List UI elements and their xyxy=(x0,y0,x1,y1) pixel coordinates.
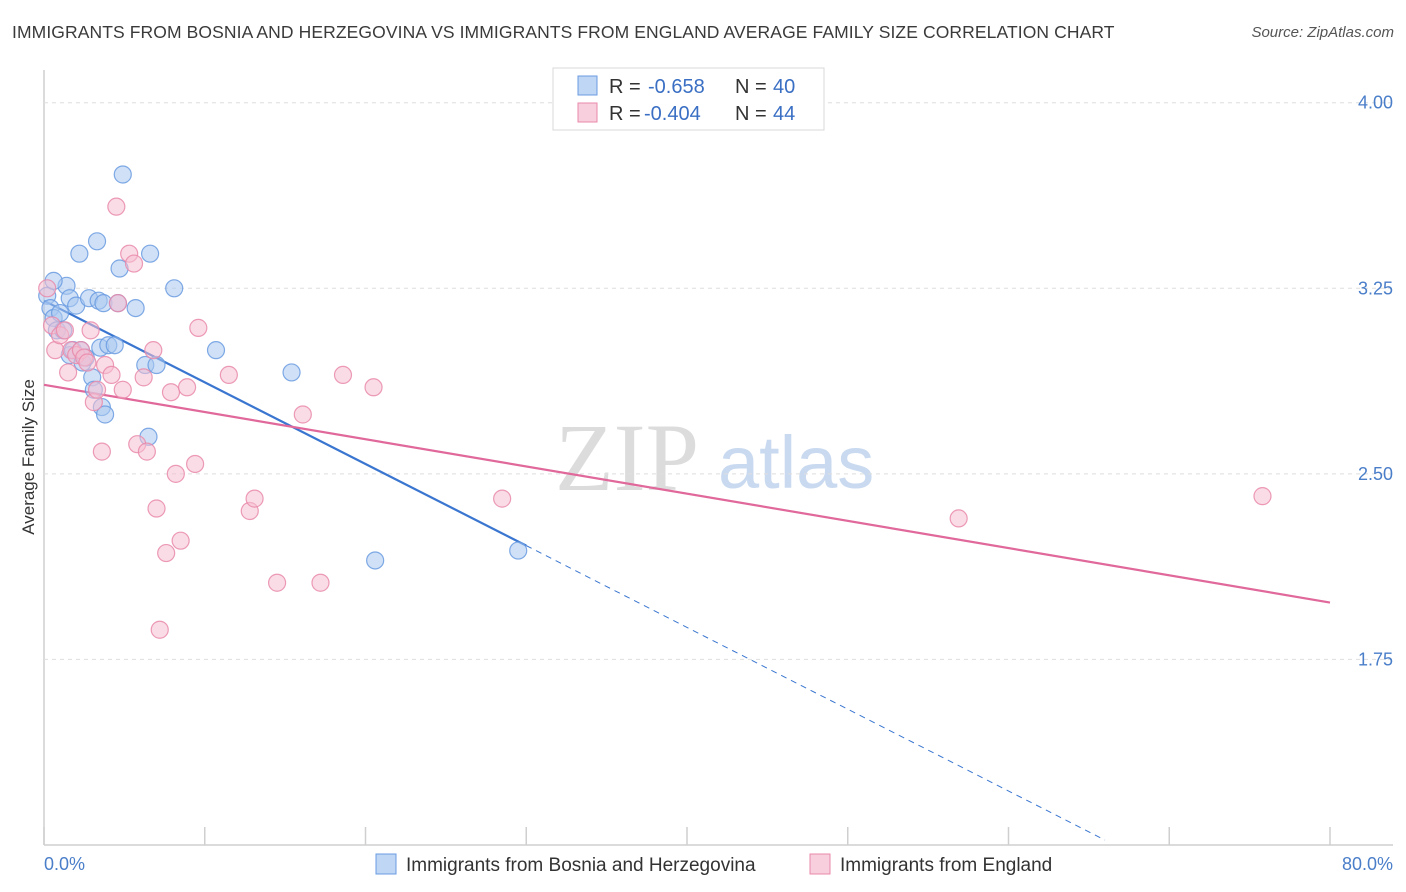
point-s0-34 xyxy=(165,279,184,298)
point-s1-16 xyxy=(102,365,121,385)
point-s1-13 xyxy=(87,380,107,399)
legend-n-label-england: N = xyxy=(735,103,767,125)
point-s1-17 xyxy=(108,294,128,313)
point-s0-35 xyxy=(206,341,226,360)
legend-box xyxy=(552,67,825,131)
point-s1-11 xyxy=(81,321,100,340)
point-s1-29 xyxy=(161,383,181,402)
trend-lines xyxy=(43,299,1331,841)
y-tick-label-3: 4.00 xyxy=(1358,93,1393,113)
point-s0-23 xyxy=(95,405,115,424)
point-s1-25 xyxy=(144,341,163,360)
point-s1-45 xyxy=(1253,487,1272,506)
point-s1-43 xyxy=(493,489,512,508)
point-s1-32 xyxy=(177,378,197,397)
data-points xyxy=(38,165,1272,639)
legend-r-label-bosnia: R = xyxy=(609,76,641,98)
bottom-legend-swatch-bosnia xyxy=(375,853,397,875)
x-tick-label-min: 0.0% xyxy=(44,854,85,874)
point-s1-30 xyxy=(166,464,185,483)
y-tick-label-1: 2.50 xyxy=(1358,464,1393,484)
x-ticks xyxy=(43,827,1331,845)
y-tick-label-0: 1.75 xyxy=(1358,649,1393,669)
point-s1-35 xyxy=(219,365,238,385)
y-axis-title: Average Family Size xyxy=(19,379,38,535)
point-s0-37 xyxy=(366,551,385,570)
bottom-legend-swatch-england xyxy=(809,853,831,875)
bottom-legend-label-bosnia: Immigrants from Bosnia and Herzegovina xyxy=(406,855,756,876)
point-s1-31 xyxy=(171,531,190,550)
point-s1-20 xyxy=(124,254,144,273)
legend-n-value-bosnia: 40 xyxy=(773,76,795,98)
point-s0-36 xyxy=(282,363,301,382)
point-s1-44 xyxy=(949,509,968,528)
point-s0-18 xyxy=(87,232,107,251)
point-s0-29 xyxy=(126,299,145,318)
point-s1-28 xyxy=(157,543,176,563)
bottom-legend: Immigrants from Bosnia and Herzegovina I… xyxy=(375,853,1052,876)
legend-n-value-england: 44 xyxy=(773,103,795,125)
point-s1-37 xyxy=(245,489,264,508)
point-s1-5 xyxy=(59,363,78,382)
point-s0-11 xyxy=(70,244,89,263)
legend-n-label-bosnia: N = xyxy=(735,76,767,98)
top-legend: R = -0.658 N = 40 R = -0.404 N = 44 xyxy=(552,67,825,131)
point-s1-34 xyxy=(189,318,208,337)
point-s1-18 xyxy=(113,380,132,399)
point-s1-0 xyxy=(38,279,57,298)
chart-title: IMMIGRANTS FROM BOSNIA AND HERZEGOVINA V… xyxy=(12,22,1115,42)
watermark-atlas: atlas xyxy=(718,421,874,504)
point-s1-23 xyxy=(134,368,153,387)
point-s1-39 xyxy=(293,405,312,424)
x-tick-label-max: 80.0% xyxy=(1342,854,1393,874)
point-s0-38 xyxy=(509,541,528,560)
point-s1-22 xyxy=(107,197,126,216)
trend-line-1 xyxy=(43,383,1331,604)
point-s1-24 xyxy=(137,442,156,461)
point-s0-33 xyxy=(147,355,166,375)
trend-line-extension-0 xyxy=(526,545,1106,841)
y-tick-labels: 1.75 2.50 3.25 4.00 xyxy=(1358,93,1393,670)
point-s0-25 xyxy=(105,336,124,355)
point-s1-26 xyxy=(147,499,166,518)
point-s0-28 xyxy=(113,165,132,184)
bottom-legend-label-england: Immigrants from England xyxy=(840,855,1052,876)
grid-layer xyxy=(44,102,1393,660)
point-s1-33 xyxy=(186,454,205,474)
point-s1-38 xyxy=(267,573,287,592)
legend-r-label-england: R = xyxy=(609,103,641,125)
point-s1-4 xyxy=(55,321,74,340)
legend-r-value-england: -0.404 xyxy=(644,103,701,125)
point-s0-32 xyxy=(140,244,160,263)
legend-swatch-england xyxy=(577,102,598,123)
watermark-zip: ZIP xyxy=(555,404,699,511)
y-tick-label-2: 3.25 xyxy=(1358,278,1393,298)
point-s1-14 xyxy=(92,442,111,461)
point-s1-42 xyxy=(364,378,383,397)
legend-r-value-bosnia: -0.658 xyxy=(648,76,705,98)
legend-swatch-bosnia xyxy=(577,75,598,96)
chart-source: Source: ZipAtlas.com xyxy=(1251,24,1394,41)
point-s1-40 xyxy=(311,573,330,592)
point-s1-27 xyxy=(150,620,169,639)
point-s1-10 xyxy=(78,353,97,372)
trend-line-0 xyxy=(43,299,527,547)
point-s1-41 xyxy=(333,365,353,385)
